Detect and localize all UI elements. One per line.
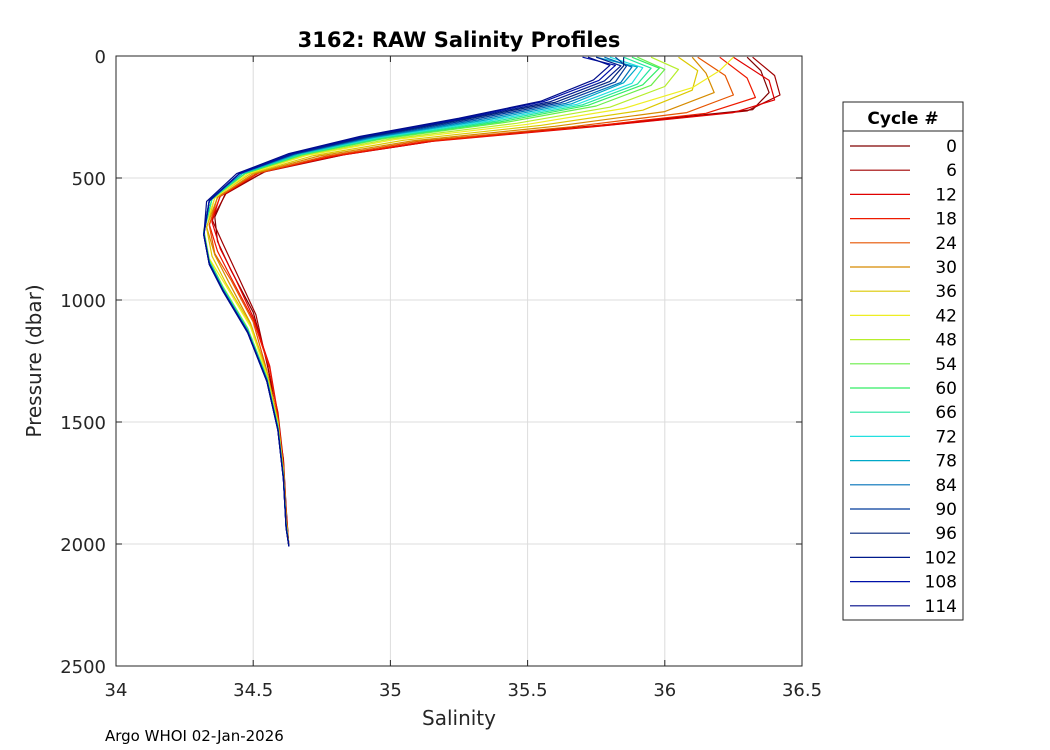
legend-label: 48 xyxy=(935,331,957,351)
y-tick-label: 1000 xyxy=(60,291,106,312)
x-tick-label: 34.5 xyxy=(233,680,273,701)
y-axis-label: Pressure (dbar) xyxy=(22,284,46,437)
plot-frame xyxy=(115,55,803,667)
chart-title: 3162: RAW Salinity Profiles xyxy=(298,28,621,52)
legend-label: 12 xyxy=(935,185,957,205)
y-tick-label: 500 xyxy=(72,169,106,190)
x-tick-label: 35 xyxy=(379,680,402,701)
legend-label: 72 xyxy=(935,427,957,447)
legend-label: 90 xyxy=(935,500,957,520)
legend-label: 96 xyxy=(935,524,957,544)
y-tick-label: 0 xyxy=(95,47,106,68)
y-tick-label: 1500 xyxy=(60,413,106,434)
legend-label: 114 xyxy=(925,597,957,617)
legend-label: 42 xyxy=(935,306,957,326)
legend-label: 54 xyxy=(935,355,957,375)
legend-label: 108 xyxy=(925,573,957,593)
legend-label: 18 xyxy=(935,210,957,230)
legend-label: 66 xyxy=(935,403,957,423)
legend-label: 60 xyxy=(935,379,957,399)
x-tick-label: 36 xyxy=(653,680,676,701)
legend-label: 0 xyxy=(946,137,957,157)
profile-lines xyxy=(203,56,781,547)
x-tick-label: 35.5 xyxy=(508,680,548,701)
legend-items: 0 6 12 18 24 30 36 42 48 54 60 66 72 78 84 90 96 102 108 11… xyxy=(850,137,957,617)
axis-ticks: 34 34.5 35 35.5 36 36.5 0 500 1000 1500 2000 2500 xyxy=(60,47,822,701)
legend-title: Cycle # xyxy=(867,109,938,129)
legend-label: 102 xyxy=(925,548,957,568)
legend-label: 30 xyxy=(935,258,957,278)
x-axis-label: Salinity xyxy=(422,706,496,730)
y-tick-label: 2000 xyxy=(60,535,106,556)
profile-line-cycle-114 xyxy=(203,56,611,547)
legend-label: 24 xyxy=(935,234,957,254)
y-tick-label: 2500 xyxy=(60,657,106,678)
legend-label: 84 xyxy=(935,476,957,496)
x-tick-label: 36.5 xyxy=(782,680,822,701)
legend: Cycle # 0 6 12 18 24 30 36 42 48 54 60 66 72 78 84 90 96… xyxy=(842,101,964,621)
legend-label: 78 xyxy=(935,452,957,472)
plot-area xyxy=(116,56,802,666)
legend-label: 6 xyxy=(946,161,957,181)
footer-credit: Argo WHOI 02-Jan-2026 xyxy=(105,727,284,745)
x-tick-label: 34 xyxy=(105,680,128,701)
legend-label: 36 xyxy=(935,282,957,302)
